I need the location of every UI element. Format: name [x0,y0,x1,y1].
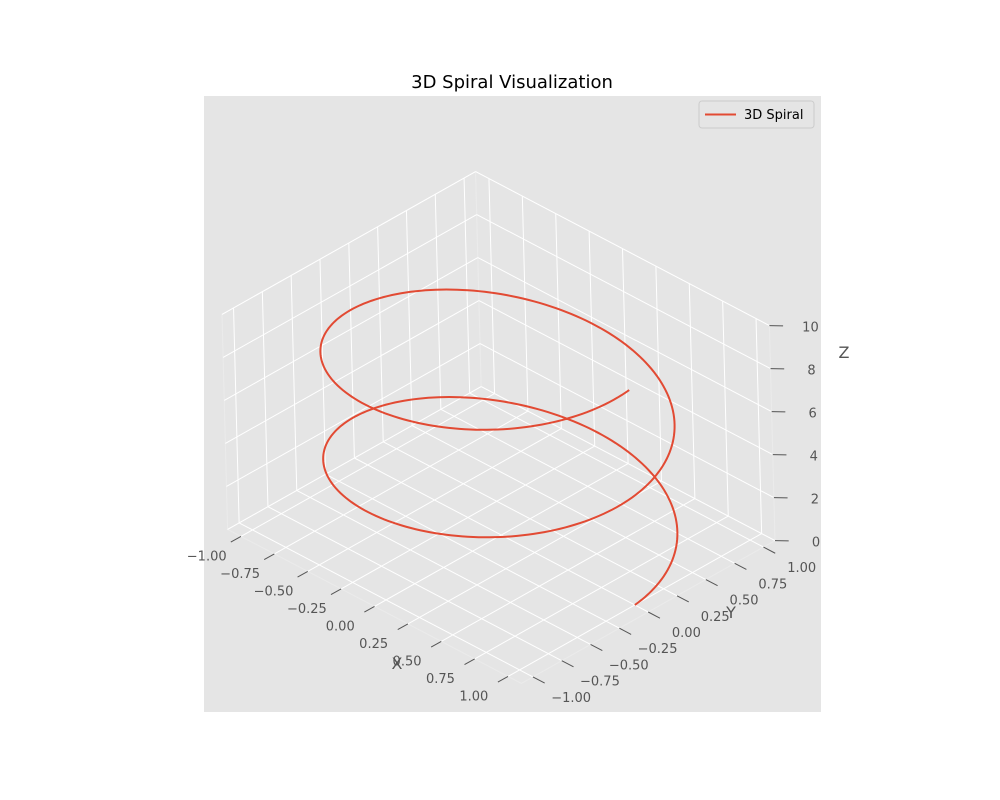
x-tick-mark [397,623,409,631]
grid-line-x [488,178,496,394]
x-tick-label: 1.00 [459,690,488,705]
grid-line-y [348,242,355,459]
x-tick-label: −0.25 [287,602,327,617]
z-tick-label: 4 [810,449,818,464]
z-tick-label: 2 [811,492,819,507]
grid-line-y [434,194,442,410]
grid-line-y [261,291,269,507]
x-tick-mark [497,675,509,683]
y-tick-mark [763,546,776,554]
grid-line-z [477,257,772,413]
grid-line-z [475,171,770,327]
grid-line-z [227,386,482,530]
grid-line-x [755,318,763,534]
x-tick-mark [263,553,275,561]
grid-line-x [521,196,529,412]
y-tick-mark [561,660,574,668]
y-axis-label: Y [725,603,736,622]
x-tick-label: −0.75 [220,567,260,582]
grid-line-x [622,248,629,464]
grid-line-y [267,506,562,662]
chart-title: 3D Spiral Visualization [411,72,613,93]
y-tick-label: 0.50 [730,594,759,609]
grid-line-y [382,441,678,597]
x-tick-label: −1.00 [187,550,227,565]
legend: 3D Spiral [698,100,815,129]
grid-line-z [221,171,476,315]
x-tick-label: 0.00 [326,620,355,635]
legend-label: 3D Spiral [744,108,803,123]
grid-line-y [405,210,413,426]
grid-line-y [411,425,707,580]
grid-line-y [440,408,735,564]
y-tick-label: 0.75 [758,577,787,592]
grid-line-y [463,178,471,394]
y-tick-label: −1.00 [551,691,591,706]
x-tick-label: 0.75 [426,672,455,687]
tick-marks [230,325,789,684]
grid-line-z [223,257,479,401]
y-tick-label: 0.00 [672,626,701,641]
z-tick-label: 6 [809,406,817,421]
grid-line-y [354,457,649,613]
series-line-3d-spiral [319,288,679,606]
grid-line-x [655,266,662,482]
x-tick-label: 0.25 [359,637,388,652]
z-tick-label: 10 [802,320,819,335]
grid-line-z [226,343,481,487]
z-tick-label: 8 [807,363,815,378]
grid-line-z [476,214,771,370]
x-tick-mark [364,605,375,613]
grid-lines [221,171,776,678]
grid-line-y [296,490,591,645]
grid-line-z [222,214,477,358]
3d-axes: −1.00−0.75−0.50−0.250.000.250.500.751.00… [187,170,820,706]
y-tick-mark [647,611,661,619]
grid-line-x [555,213,562,429]
z-tick-label: 0 [812,535,820,550]
y-tick-label: 1.00 [787,561,816,576]
grid-line-y [290,275,298,491]
grid-line-x [722,301,729,517]
z-axis-label: Z [839,343,850,362]
y-tick-label: −0.50 [609,658,649,673]
y-tick-label: −0.75 [580,675,620,690]
y-tick-label: −0.25 [638,642,678,657]
y-tick-mark [590,644,603,652]
x-tick-mark [330,588,342,596]
y-tick-mark [734,562,747,570]
x-tick-mark [430,640,442,648]
x-tick-mark [297,570,308,578]
x-tick-mark [230,535,242,543]
grid-line-z [479,343,775,499]
grid-line-x [688,283,696,499]
z-tick-labels: 0 2 4 6 8 10 [802,320,820,550]
legend-box [698,100,815,129]
y-tick-mark [676,595,690,603]
y-tick-mark [619,627,632,635]
y-tick-label: 0.25 [701,610,730,625]
y-tick-mark [705,579,718,587]
grid-line-y [238,522,534,678]
x-tick-labels: −1.00 −0.75 −0.50 −0.25 0.00 0.25 0.50 0.75 1.00 [187,550,488,705]
grid-line-y [233,307,240,523]
grid-line-z [478,300,773,456]
x-tick-label: −0.50 [254,585,294,600]
grid-line-z [480,386,776,542]
grid-line-y [325,473,620,629]
y-tick-mark [532,676,545,684]
x-axis-label: X [392,654,403,673]
x-tick-label: 0.50 [393,655,422,670]
grid-line-z [225,300,480,444]
x-tick-mark [464,658,475,666]
grid-line-y [469,392,764,548]
y-tick-labels: −1.00−0.75 −0.50−0.250.000.250.50 0.751.00 [551,561,816,706]
